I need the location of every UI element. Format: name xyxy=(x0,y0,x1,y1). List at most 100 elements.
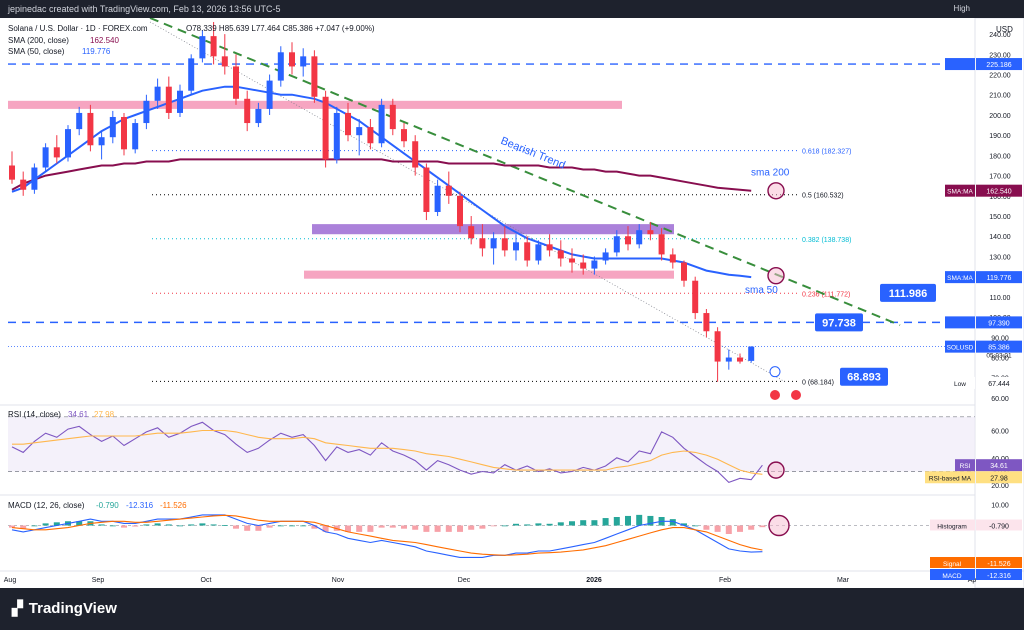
time-tick-label: 2026 xyxy=(586,577,602,584)
resistance-zone xyxy=(8,100,622,109)
time-tick-label: Ap xyxy=(968,577,977,584)
macd-histogram-bar xyxy=(401,525,407,529)
candle-body xyxy=(154,86,161,101)
macd-pane: 10.000.00Histogram-0.790Signal-11.526MAC… xyxy=(8,502,1022,580)
target-97-box xyxy=(815,313,863,332)
price-tick-label: 200.00 xyxy=(989,113,1011,120)
rsi-title: RSI (14, close) xyxy=(8,410,61,419)
price-chart[interactable]: 0.618 (182.327) 0.5 (160.532) 0.382 (138.7… xyxy=(0,17,1024,589)
candle-body xyxy=(535,244,542,261)
candle-body xyxy=(20,179,27,190)
candles xyxy=(9,21,755,382)
target-68-label: 68.893 xyxy=(847,372,881,384)
candle-body xyxy=(87,112,94,146)
countdown-label: 05:03:01 xyxy=(986,353,1012,360)
candle-body xyxy=(356,127,363,136)
rsi-ma-tag-value-bg xyxy=(976,471,1022,484)
fibonacci-levels: 0.618 (182.327) 0.5 (160.532) 0.382 (138.7… xyxy=(152,149,851,386)
price-tag-name-bg xyxy=(945,340,975,353)
price-tag-name: Low xyxy=(954,381,966,388)
macd-histogram-bar xyxy=(121,525,127,528)
time-tick-label: Aug xyxy=(4,577,17,584)
price-tag-value-bg xyxy=(976,316,1022,329)
price-tick-label: 140.00 xyxy=(989,234,1011,241)
macd-histogram-bar xyxy=(20,525,27,529)
macd-histogram-bar xyxy=(266,525,273,528)
macd-histogram-bar xyxy=(277,525,284,527)
macd-signal-value: -11.526 xyxy=(160,501,187,510)
macd-histogram-bar xyxy=(468,525,475,530)
macd-histogram-bar xyxy=(434,525,441,532)
candle-body xyxy=(681,262,687,281)
price-tick-label: 90.00 xyxy=(991,335,1009,342)
event-lightning-icon[interactable] xyxy=(769,366,781,378)
rsi-highlight-circle xyxy=(767,461,785,479)
candle-body xyxy=(31,167,38,190)
tradingview-mark-icon: ▞ xyxy=(12,600,23,616)
macd-histogram-bar xyxy=(647,515,654,526)
macd-histogram-bar xyxy=(322,525,329,532)
macd-histogram-bar xyxy=(378,525,385,528)
candle-body xyxy=(490,238,497,249)
price-tick-label: 150.00 xyxy=(989,214,1011,221)
candle-body xyxy=(423,167,430,212)
candle-body xyxy=(737,357,743,362)
macd-histogram-bar xyxy=(557,522,564,526)
brand-name: TradingView xyxy=(28,600,117,617)
fib-label: 0.236 (111.772) xyxy=(802,291,850,298)
us-flag-icon[interactable] xyxy=(770,390,780,400)
candle-body xyxy=(300,56,307,67)
candle-body xyxy=(333,112,340,160)
tradingview-logo[interactable]: ▞ TradingView xyxy=(12,600,117,617)
time-tick-label: Oct xyxy=(201,577,212,584)
rsi-ma-tag-bg xyxy=(925,471,975,484)
us-flag-icon[interactable] xyxy=(791,390,801,400)
macd-histogram-bar xyxy=(143,524,150,526)
sma200-legend: SMA (200, close) xyxy=(8,36,69,45)
zones xyxy=(8,100,674,279)
candle-body xyxy=(647,230,654,235)
price-tick-label: 80.00 xyxy=(991,356,1009,363)
rsi-series-line xyxy=(11,421,763,484)
price-tag-value-bg xyxy=(976,271,1022,284)
price-tag-name-bg xyxy=(945,58,975,71)
candle-body xyxy=(322,96,329,160)
macd-histogram-bar xyxy=(457,525,463,532)
rsi-band xyxy=(8,416,975,472)
macd-histogram-bar xyxy=(569,521,575,526)
macd-tag-name: MACD xyxy=(942,573,961,580)
rsi-value: 34.61 xyxy=(68,410,89,419)
macd-histogram-bar xyxy=(535,523,542,526)
macd-histogram-bar xyxy=(490,525,497,527)
price-tag-name: SMA:MA xyxy=(947,275,973,282)
sma200-legend-value: 162.540 xyxy=(90,36,119,45)
price-tag-value: 119.776 xyxy=(987,275,1012,282)
macd-histogram-bar xyxy=(53,522,60,526)
rsi-ma-tag-value: 27.98 xyxy=(990,475,1008,482)
price-tick-label: 170.00 xyxy=(989,174,1011,181)
highlight-circle xyxy=(767,182,785,200)
candle-body xyxy=(714,331,721,362)
chart-area[interactable]: 0.618 (182.327) 0.5 (160.532) 0.382 (138.7… xyxy=(0,17,1024,589)
support-zone xyxy=(304,270,674,279)
price-tag-value-bg xyxy=(976,376,1022,389)
price-tick-label: 240.00 xyxy=(989,32,1011,39)
candle-body xyxy=(389,104,396,130)
macd-tag-value: -11.526 xyxy=(987,561,1010,568)
macd-histogram-bar xyxy=(625,515,631,526)
candle-body xyxy=(221,56,228,67)
macd-histogram-bar xyxy=(177,525,183,527)
price-tag-value: 67.444 xyxy=(988,381,1010,388)
symbol-title: Solana / U.S. Dollar · 1D · FOREX.com xyxy=(8,24,148,33)
macd-histogram-bar xyxy=(9,525,15,528)
macd-histogram-bar xyxy=(109,525,116,527)
candle-body xyxy=(266,80,273,109)
macd-histogram-bar xyxy=(479,525,486,529)
price-tick-label: 180.00 xyxy=(989,153,1011,160)
macd-histogram-bar xyxy=(602,518,609,526)
price-tick-label: 110.00 xyxy=(990,295,1011,302)
time-tick-label: Feb xyxy=(719,577,731,584)
candle-body xyxy=(143,100,150,124)
sma50-label: sma 50 xyxy=(745,285,778,296)
macd-histogram-bar xyxy=(759,525,766,528)
